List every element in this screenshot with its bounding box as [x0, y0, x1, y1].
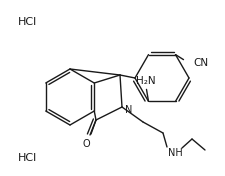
Text: HCl: HCl	[18, 17, 37, 27]
Text: N: N	[125, 105, 132, 115]
Text: NH: NH	[168, 148, 182, 158]
Text: HCl: HCl	[18, 153, 37, 163]
Text: O: O	[82, 139, 90, 149]
Text: CN: CN	[194, 58, 209, 68]
Text: H₂N: H₂N	[136, 76, 155, 86]
